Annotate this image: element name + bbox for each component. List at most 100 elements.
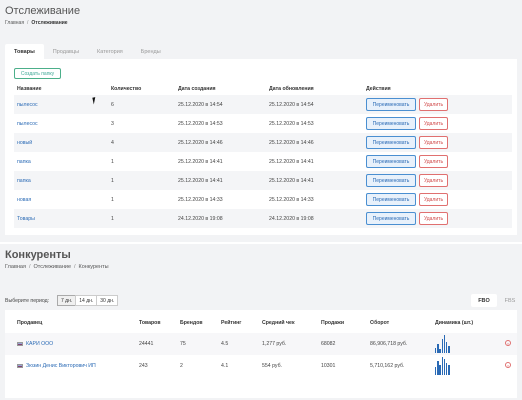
folder-created: 25.12.2020 в 14:41: [178, 178, 223, 184]
rating-value: 4.1: [221, 363, 229, 369]
delete-button[interactable]: Удалить: [419, 174, 448, 187]
mouse-cursor-icon: [92, 96, 100, 105]
sparkline-bar: [437, 344, 439, 353]
tab-fbs[interactable]: FBS: [504, 297, 516, 304]
competitors-panel: Конкуренты Главная / Отслеживание / Конкурен…: [0, 244, 522, 400]
period-30-days-button[interactable]: 30 дн.: [96, 295, 119, 306]
table-row: Зюзин Денис Викторович ИП 243 2 4.1 554 …: [5, 355, 517, 377]
tab-category[interactable]: Категория: [97, 49, 123, 55]
column-header-turnover-label: Оборот: [370, 320, 390, 326]
sparkline-bar: [446, 363, 448, 375]
sparkline-bar: [435, 347, 437, 353]
period-14-days-button[interactable]: 14 дн.: [75, 295, 98, 306]
folder-created: 24.12.2020 в 19:08: [178, 216, 223, 222]
breadcrumb-tracking[interactable]: Отслеживание: [33, 264, 71, 270]
fulfillment-toggle: FBO FBS: [471, 294, 522, 307]
rename-button[interactable]: Переименовать: [366, 174, 416, 187]
seller-name: КАРИ ООО: [26, 341, 54, 347]
period-7-days-button[interactable]: 7 дн.: [57, 295, 77, 306]
folder-created: 25.12.2020 в 14:33: [178, 197, 223, 203]
delete-button[interactable]: Удалить: [419, 136, 448, 149]
products-count: 24441: [139, 341, 154, 347]
column-header-products: Товаров: [139, 320, 161, 326]
column-header-dynamics: Динамика (шт.): [435, 320, 474, 326]
column-header-avg-check: Средний чек: [262, 320, 295, 326]
sparkline-bar: [441, 338, 443, 353]
tab-products[interactable]: Товары: [5, 44, 44, 59]
remove-icon[interactable]: ×: [505, 340, 511, 346]
folder-name-link[interactable]: новый: [17, 140, 33, 146]
breadcrumb-separator: /: [74, 264, 76, 270]
breadcrumb: Главная / Отслеживание: [5, 20, 68, 26]
seller-name: Зюзин Денис Викторович ИП: [26, 363, 96, 369]
column-header-updated: Дата обновления: [269, 86, 314, 92]
folder-count: 1: [111, 178, 114, 184]
tab-sellers[interactable]: Продавцы: [52, 49, 80, 55]
rename-button[interactable]: Переименовать: [366, 155, 416, 168]
sparkline-bar: [446, 342, 448, 353]
folder-name-link[interactable]: пылесос: [17, 102, 38, 108]
folder-count: 4: [111, 140, 114, 146]
folder-name-link[interactable]: пылесос: [17, 121, 38, 127]
folder-name-link[interactable]: папка: [17, 178, 31, 184]
delete-button[interactable]: Удалить: [419, 193, 448, 206]
sort-icon[interactable]: ⇅: [372, 320, 377, 326]
seller-link[interactable]: КАРИ ООО: [17, 341, 53, 347]
delete-button[interactable]: Удалить: [419, 212, 448, 225]
folder-updated: 25.12.2020 в 14:53: [269, 121, 314, 127]
sparkline-bar: [443, 359, 446, 375]
delete-button[interactable]: Удалить: [419, 98, 448, 111]
rename-button[interactable]: Переименовать: [366, 212, 416, 225]
dynamics-sparkline: [435, 357, 451, 375]
table-row: Товары 1 24.12.2020 в 19:08 24.12.2020 в…: [14, 209, 512, 228]
breadcrumb-separator: /: [27, 20, 29, 26]
brands-count: 2: [180, 363, 183, 369]
rename-button[interactable]: Переименовать: [366, 136, 416, 149]
table-row: новый 4 25.12.2020 в 14:46 25.12.2020 в …: [14, 133, 512, 152]
delete-button[interactable]: Удалить: [419, 117, 448, 130]
column-header-name: Название: [17, 86, 42, 92]
sort-icon[interactable]: ↓: [323, 320, 326, 326]
delete-button[interactable]: Удалить: [419, 155, 448, 168]
folder-updated: 25.12.2020 в 14:33: [269, 197, 314, 203]
folder-updated: 25.12.2020 в 14:41: [269, 178, 314, 184]
page-title: Отслеживание: [5, 5, 81, 17]
tab-fbo[interactable]: FBO: [471, 294, 497, 307]
folder-name-link[interactable]: папка: [17, 159, 31, 165]
rename-button[interactable]: Переименовать: [366, 193, 416, 206]
turnover-value: 86,906,718 руб.: [370, 341, 408, 347]
folder-count: 1: [111, 216, 114, 222]
table-row: новая 1 25.12.2020 в 14:33 25.12.2020 в …: [14, 190, 512, 209]
folder-created: 25.12.2020 в 14:46: [178, 140, 223, 146]
folder-created: 25.12.2020 в 14:41: [178, 159, 223, 165]
folder-created: 25.12.2020 в 14:54: [178, 102, 223, 108]
products-count: 243: [139, 363, 148, 369]
sparkline-bar: [439, 349, 441, 353]
folder-count: 1: [111, 159, 114, 165]
folders-table-header: Название Количество Дата создания Дата о…: [14, 84, 514, 94]
period-label: Выберите период:: [5, 298, 50, 304]
breadcrumb-home[interactable]: Главная: [5, 20, 25, 26]
seller-link[interactable]: Зюзин Денис Викторович ИП: [17, 363, 96, 369]
competitors-title: Конкуренты: [5, 249, 71, 261]
sparkline-bar: [435, 367, 437, 375]
table-row: пылесос 6 25.12.2020 в 14:54 25.12.2020 …: [14, 95, 512, 114]
rename-button[interactable]: Переименовать: [366, 98, 416, 111]
avg-check-value: 554 руб.: [262, 363, 282, 369]
tab-brands[interactable]: Бренды: [140, 49, 161, 55]
column-header-count: Количество: [111, 86, 142, 92]
breadcrumb-home[interactable]: Главная: [5, 264, 26, 270]
folder-name-link[interactable]: Товары: [17, 216, 35, 222]
sales-value: 10301: [321, 363, 336, 369]
folder-name-link[interactable]: новая: [17, 197, 32, 203]
create-folder-button[interactable]: Создать папку: [14, 68, 61, 79]
table-row: пылесос 3 25.12.2020 в 14:53 25.12.2020 …: [14, 114, 512, 133]
table-row: папка 1 25.12.2020 в 14:41 25.12.2020 в …: [14, 171, 512, 190]
turnover-value: 5,710,162 руб.: [370, 363, 405, 369]
folder-updated: 24.12.2020 в 19:08: [269, 216, 314, 222]
remove-icon[interactable]: ×: [505, 362, 511, 368]
competitors-card: Продавец Товаров Брендов Рейтинг Средний…: [5, 310, 517, 398]
sales-value: 68082: [321, 341, 336, 347]
rename-button[interactable]: Переименовать: [366, 117, 416, 130]
folder-updated: 25.12.2020 в 14:41: [269, 159, 314, 165]
